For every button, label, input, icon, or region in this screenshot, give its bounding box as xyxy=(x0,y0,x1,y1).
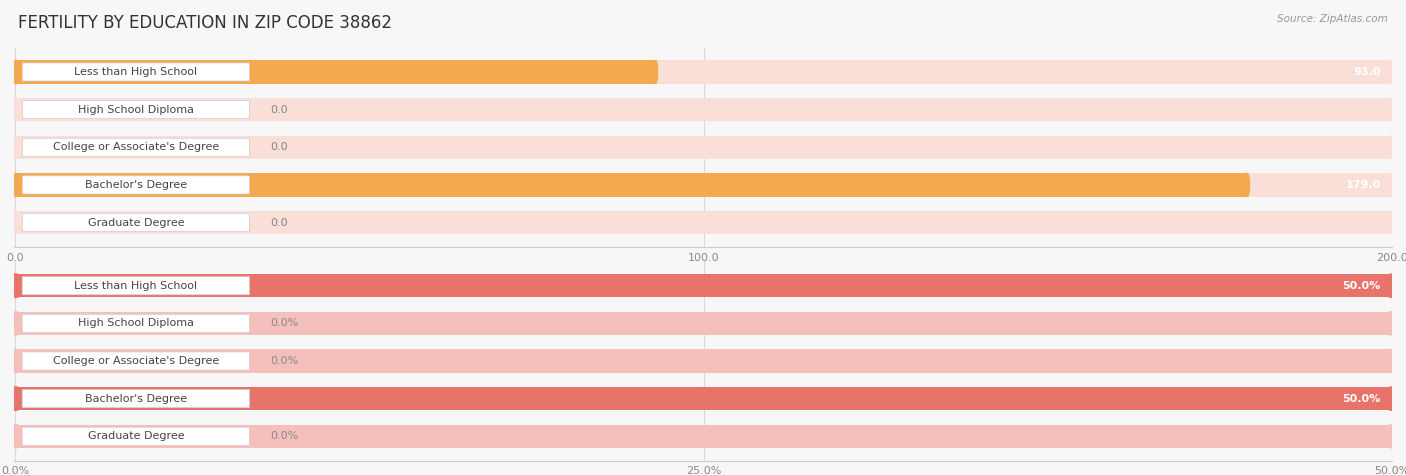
FancyBboxPatch shape xyxy=(22,352,250,370)
Circle shape xyxy=(7,274,24,297)
Circle shape xyxy=(7,349,24,373)
Circle shape xyxy=(7,312,24,335)
FancyBboxPatch shape xyxy=(22,138,249,156)
Text: Graduate Degree: Graduate Degree xyxy=(87,431,184,441)
Text: Less than High School: Less than High School xyxy=(75,281,197,291)
Text: Graduate Degree: Graduate Degree xyxy=(87,218,184,228)
Circle shape xyxy=(7,387,24,410)
Bar xyxy=(15,60,1392,84)
Circle shape xyxy=(1384,274,1400,297)
Text: High School Diploma: High School Diploma xyxy=(77,318,194,328)
Text: 179.0: 179.0 xyxy=(1346,180,1381,190)
Text: Bachelor's Degree: Bachelor's Degree xyxy=(84,394,187,404)
Circle shape xyxy=(1384,387,1400,410)
Text: College or Associate's Degree: College or Associate's Degree xyxy=(53,142,219,152)
Circle shape xyxy=(1246,173,1250,197)
FancyBboxPatch shape xyxy=(22,176,249,194)
Bar xyxy=(15,135,1392,159)
FancyBboxPatch shape xyxy=(22,390,250,408)
Circle shape xyxy=(13,135,17,159)
Text: Less than High School: Less than High School xyxy=(75,67,197,77)
Circle shape xyxy=(13,173,17,197)
Circle shape xyxy=(1384,274,1400,297)
Circle shape xyxy=(1389,135,1395,159)
Bar xyxy=(15,387,1392,410)
Circle shape xyxy=(1389,173,1395,197)
FancyBboxPatch shape xyxy=(22,101,249,119)
Circle shape xyxy=(1384,312,1400,335)
FancyBboxPatch shape xyxy=(22,314,250,332)
Circle shape xyxy=(13,211,17,234)
Text: 0.0%: 0.0% xyxy=(270,356,298,366)
Text: Bachelor's Degree: Bachelor's Degree xyxy=(84,180,187,190)
FancyBboxPatch shape xyxy=(22,276,250,295)
FancyBboxPatch shape xyxy=(22,63,249,81)
Circle shape xyxy=(1384,349,1400,373)
Circle shape xyxy=(1384,387,1400,410)
Text: 0.0: 0.0 xyxy=(270,142,288,152)
Circle shape xyxy=(13,173,17,197)
Text: 0.0: 0.0 xyxy=(270,218,288,228)
Text: 50.0%: 50.0% xyxy=(1343,394,1381,404)
Bar xyxy=(15,349,1392,373)
Circle shape xyxy=(1389,60,1395,84)
Text: College or Associate's Degree: College or Associate's Degree xyxy=(53,356,219,366)
Circle shape xyxy=(7,274,24,297)
Text: 50.0%: 50.0% xyxy=(1343,281,1381,291)
Circle shape xyxy=(1389,211,1395,234)
Bar xyxy=(15,173,1247,197)
Bar xyxy=(15,274,1392,297)
Circle shape xyxy=(13,60,17,84)
Bar xyxy=(15,425,1392,448)
Circle shape xyxy=(1384,425,1400,448)
Text: High School Diploma: High School Diploma xyxy=(77,104,194,114)
FancyBboxPatch shape xyxy=(22,427,250,446)
Circle shape xyxy=(13,98,17,121)
Text: 0.0%: 0.0% xyxy=(270,318,298,328)
Bar xyxy=(15,211,1392,234)
Circle shape xyxy=(1389,98,1395,121)
Bar xyxy=(15,173,1392,197)
Bar xyxy=(15,274,1392,297)
Circle shape xyxy=(7,387,24,410)
Bar xyxy=(15,387,1392,410)
Bar xyxy=(15,312,1392,335)
FancyBboxPatch shape xyxy=(22,213,249,232)
Text: FERTILITY BY EDUCATION IN ZIP CODE 38862: FERTILITY BY EDUCATION IN ZIP CODE 38862 xyxy=(18,14,392,32)
Bar xyxy=(15,60,655,84)
Circle shape xyxy=(654,60,658,84)
Text: 0.0%: 0.0% xyxy=(270,431,298,441)
Text: Source: ZipAtlas.com: Source: ZipAtlas.com xyxy=(1277,14,1388,24)
Circle shape xyxy=(13,60,17,84)
Bar xyxy=(15,98,1392,121)
Circle shape xyxy=(7,425,24,448)
Text: 0.0: 0.0 xyxy=(270,104,288,114)
Text: 93.0: 93.0 xyxy=(1354,67,1381,77)
